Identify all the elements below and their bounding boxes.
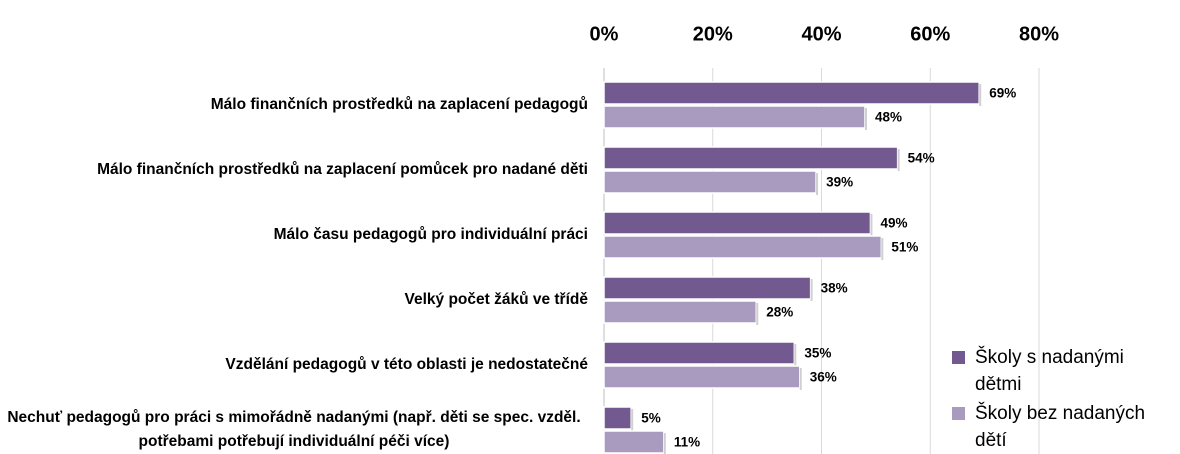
bar-shadow — [881, 238, 884, 260]
value-label: 69% — [989, 86, 1016, 101]
value-label: 54% — [908, 151, 935, 166]
category-text: Málo finančních prostředků na zaplacení … — [97, 161, 588, 178]
category-label: Velký počet žáků ve třídě — [0, 268, 588, 332]
category-label: Vzdělání pedagogů v této oblasti je nedo… — [0, 333, 588, 397]
bar-shadow — [794, 344, 797, 366]
value-label: 49% — [880, 216, 907, 231]
category-text: Velký počet žáků ve třídě — [404, 291, 588, 308]
bar-shadow — [897, 149, 900, 171]
value-label: 11% — [674, 435, 700, 450]
bar — [603, 81, 980, 105]
bar — [603, 406, 632, 430]
bar-shadow — [810, 279, 813, 301]
category-label: Málo finančních prostředků na zaplacení … — [0, 138, 588, 202]
legend-label: Školy bez nadaných dětí — [975, 403, 1146, 451]
bar — [603, 341, 796, 365]
x-tick-label: 60% — [910, 23, 950, 45]
category-label: Nechuť pedagogů pro práci s mimořádně na… — [0, 398, 588, 454]
bar-shadow — [865, 108, 867, 130]
bar — [603, 365, 801, 389]
bar — [603, 430, 665, 454]
category-label: Málo času pedagogů pro individuální prác… — [0, 203, 588, 267]
category-label: Málo finančních prostředků na zaplacení … — [0, 73, 588, 137]
legend-label: Školy s nadanými dětmi — [975, 347, 1124, 395]
x-tick-label: 0% — [590, 23, 619, 45]
bar — [603, 300, 757, 324]
bar-shadow — [799, 368, 802, 390]
legend-item: Školy bez nadaných dětí — [948, 400, 1178, 454]
category-text: Vzdělání pedagogů v této oblasti je nedo… — [225, 356, 588, 373]
value-label: 39% — [826, 175, 853, 190]
bar — [603, 170, 817, 194]
value-label: 51% — [891, 240, 918, 255]
value-label: 36% — [810, 370, 837, 385]
category-text: Málo času pedagogů pro individuální prác… — [273, 226, 588, 243]
value-label: 35% — [804, 346, 831, 361]
bar-shadow — [663, 433, 666, 454]
value-label: 48% — [875, 110, 902, 125]
bar — [603, 146, 899, 170]
x-tick-label: 80% — [1019, 23, 1059, 45]
bar-shadow — [979, 84, 982, 106]
bar — [603, 211, 872, 235]
bar-shadow — [756, 303, 759, 325]
bar-shadow — [870, 214, 873, 236]
value-label: 38% — [821, 281, 848, 296]
value-label: 5% — [641, 411, 661, 426]
bar — [603, 276, 812, 300]
category-text: Nechuť pedagogů pro práci s mimořádně na… — [7, 409, 581, 450]
x-tick-label: 40% — [801, 23, 841, 45]
bar — [603, 235, 883, 259]
x-tick-label: 20% — [693, 23, 733, 45]
legend-swatch — [952, 351, 965, 364]
bar-shadow — [816, 173, 819, 195]
value-label: 28% — [766, 305, 793, 320]
legend-swatch — [952, 407, 965, 420]
bar-shadow — [631, 409, 634, 431]
legend-item: Školy s nadanými dětmi — [948, 344, 1178, 398]
bar — [603, 105, 866, 129]
category-text: Málo finančních prostředků na zaplacení … — [210, 96, 588, 113]
